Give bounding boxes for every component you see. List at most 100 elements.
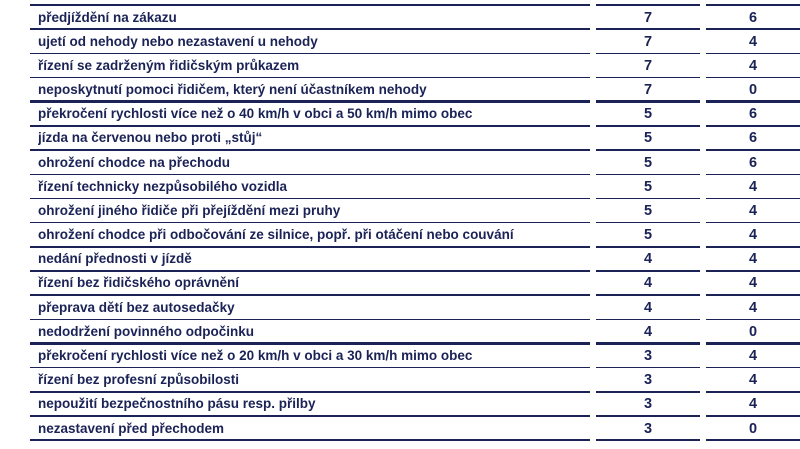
row-divider [30, 197, 590, 200]
value-cell: 6 [748, 9, 758, 26]
row-divider [596, 28, 700, 30]
value-cell: 4 [748, 299, 758, 316]
row-divider [30, 173, 590, 175]
row-divider [596, 342, 700, 345]
value-cell: 4 [748, 372, 758, 389]
row-divider [706, 197, 800, 200]
row-divider [30, 270, 590, 272]
offense-label: řízení se zadrženým řidičským průkazem [38, 57, 300, 73]
value-cell: 5 [643, 227, 653, 244]
offense-label: nepoužití bezpečnostního pásu resp. přil… [38, 396, 316, 412]
value-cell: 0 [748, 420, 758, 437]
row-divider [30, 221, 590, 224]
row-divider [30, 76, 590, 79]
row-divider [596, 270, 700, 272]
value-cell: 7 [643, 33, 653, 50]
row-divider [30, 439, 590, 441]
row-divider [30, 100, 590, 103]
value-cell: 4 [748, 348, 758, 365]
value-cell: 4 [748, 227, 758, 244]
value-cell: 5 [643, 106, 653, 123]
row-divider [596, 100, 700, 103]
offense-label: jízda na červenou nebo proti „stůj“ [38, 130, 263, 146]
row-divider [30, 125, 590, 127]
value-cell: 3 [643, 420, 653, 437]
value-cell: 4 [748, 178, 758, 195]
row-divider [706, 221, 800, 224]
value-cell: 3 [643, 372, 653, 389]
row-divider [596, 439, 700, 441]
row-divider [706, 4, 800, 6]
row-divider [596, 125, 700, 127]
value-cell: 4 [748, 396, 758, 413]
offense-label: ohrožení chodce na přechodu [38, 154, 231, 170]
value-cell: 4 [643, 275, 653, 292]
row-divider [30, 4, 590, 6]
row-divider [30, 52, 590, 55]
row-divider [706, 76, 800, 79]
value-cell: 3 [643, 348, 653, 365]
value-cell: 4 [748, 33, 758, 50]
value-cell: 6 [748, 130, 758, 147]
row-divider [30, 391, 590, 393]
offense-label: ujetí od nehody nebo nezastavení u nehod… [38, 33, 318, 49]
row-divider [596, 318, 700, 321]
row-divider [706, 245, 800, 249]
row-divider [706, 52, 800, 55]
row-divider [596, 4, 700, 6]
row-divider [706, 173, 800, 175]
value-cell: 0 [748, 82, 758, 99]
offense-label: ohrožení chodce při odbočování ze silnic… [38, 227, 514, 243]
value-cell: 4 [748, 57, 758, 74]
value-cell: 6 [748, 106, 758, 123]
row-divider [596, 76, 700, 79]
value-cell: 4 [748, 275, 758, 292]
value-cell: 5 [643, 130, 653, 147]
value-cell: 4 [643, 323, 653, 340]
row-divider [596, 149, 700, 151]
value-cell: 4 [643, 251, 653, 268]
row-divider [596, 52, 700, 55]
row-divider [30, 28, 590, 30]
offense-label: řízení technicky nezpůsobilého vozidla [38, 178, 288, 194]
row-divider [706, 439, 800, 441]
offense-label: překročení rychlosti více než o 40 km/h … [38, 106, 473, 122]
value-cell: 4 [643, 299, 653, 316]
offense-label: přeprava dětí bez autosedačky [38, 299, 235, 315]
row-divider [30, 245, 590, 249]
offense-label: neposkytnutí pomoci řidičem, který není … [38, 82, 427, 98]
row-divider [706, 28, 800, 30]
row-divider [706, 100, 800, 103]
row-divider [596, 366, 700, 369]
row-divider [706, 125, 800, 127]
row-divider [596, 391, 700, 393]
row-divider [706, 415, 800, 417]
row-divider [596, 197, 700, 200]
value-cell: 7 [643, 82, 653, 99]
row-divider [30, 318, 590, 321]
row-divider [596, 221, 700, 224]
row-divider [596, 173, 700, 175]
offense-label: překročení rychlosti více než o 20 km/h … [38, 348, 473, 364]
value-cell: 5 [643, 202, 653, 219]
offense-label: nedodržení povinného odpočinku [38, 323, 254, 339]
value-cell: 7 [643, 9, 653, 26]
value-cell: 7 [643, 57, 653, 74]
row-divider [706, 366, 800, 369]
value-cell: 5 [643, 154, 653, 171]
value-cell: 4 [748, 202, 758, 219]
row-divider [596, 245, 700, 249]
row-divider [706, 318, 800, 321]
offense-label: řízení bez profesní způsobilosti [38, 372, 240, 388]
row-divider [596, 415, 700, 417]
value-cell: 6 [748, 154, 758, 171]
value-cell: 0 [748, 323, 758, 340]
row-divider [30, 415, 590, 417]
offense-label: nedání přednosti v jízdě [38, 251, 192, 267]
row-divider [706, 294, 800, 296]
row-divider [30, 366, 590, 369]
offense-label: předjíždění na zákazu [38, 9, 177, 25]
row-divider [30, 294, 590, 296]
value-cell: 4 [748, 251, 758, 268]
